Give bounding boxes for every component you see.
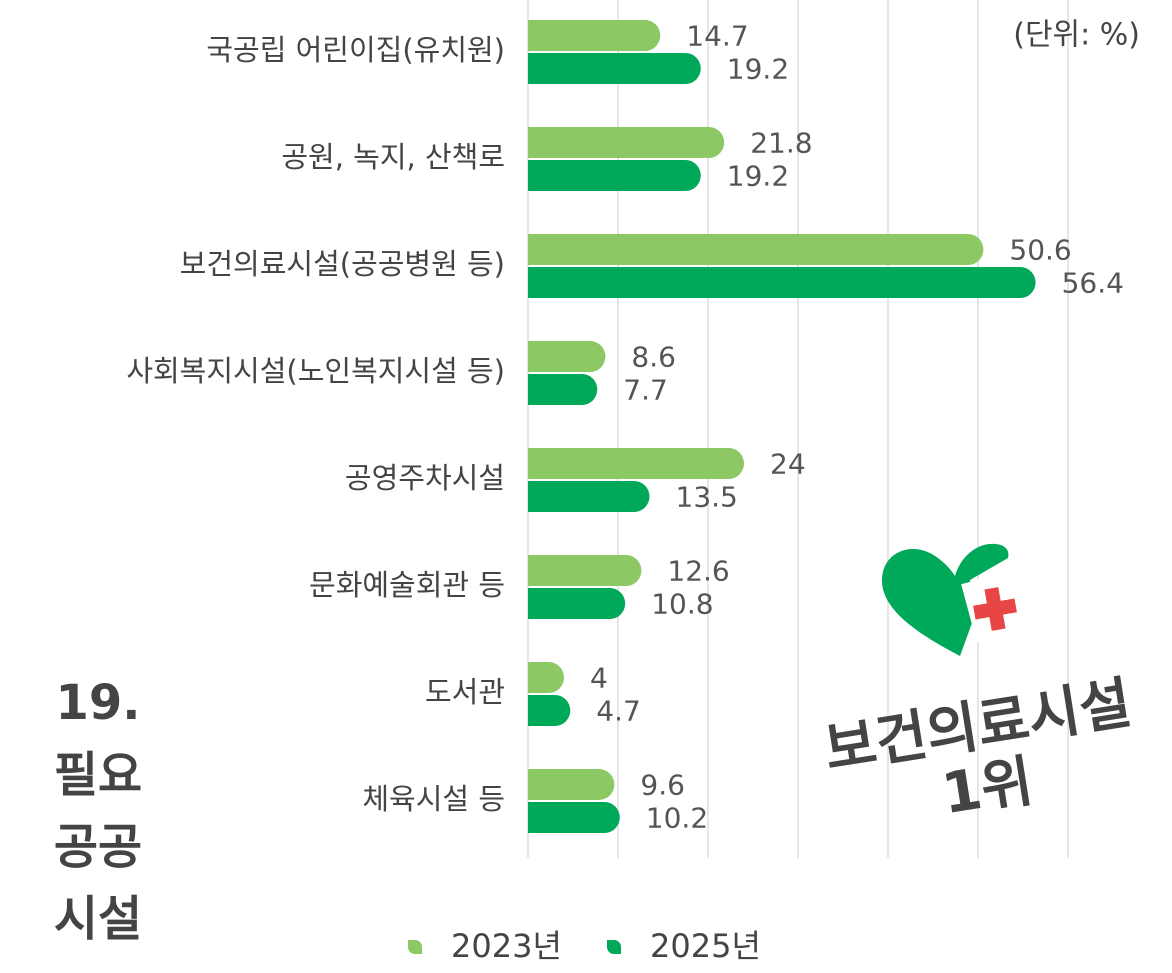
category-label: 사회복지시설(노인복지시설 등) <box>126 354 505 388</box>
legend-marker <box>607 940 621 954</box>
bar <box>528 661 564 693</box>
bar <box>528 448 744 479</box>
chart-title: 공공 <box>54 819 142 875</box>
bar <box>528 374 598 405</box>
legend-marker <box>408 940 422 954</box>
value-label: 12.6 <box>667 555 729 588</box>
category-label: 공영주차시설 <box>345 461 505 495</box>
unit-label: (단위: %) <box>1013 18 1140 53</box>
value-label: 19.2 <box>727 53 789 86</box>
legend-label: 2025년 <box>650 927 761 965</box>
value-label: 50.6 <box>1009 234 1071 267</box>
value-label: 4.7 <box>596 695 641 728</box>
value-label: 7.7 <box>623 374 668 407</box>
bar <box>528 481 650 512</box>
annotation-text: 1위 <box>938 749 1038 827</box>
bar <box>528 802 620 833</box>
bar <box>528 769 615 800</box>
value-label: 56.4 <box>1062 267 1124 300</box>
bar <box>528 341 606 372</box>
value-label: 24 <box>770 448 806 481</box>
bar <box>528 694 571 726</box>
value-label: 14.7 <box>686 20 748 53</box>
category-label: 보건의료시설(공공병원 등) <box>180 247 505 281</box>
category-label: 국공립 어린이집(유치원) <box>206 33 505 67</box>
value-label: 13.5 <box>676 481 738 514</box>
bar <box>528 53 701 84</box>
chart-title: 필요 <box>54 747 142 803</box>
category-label: 체육시설 등 <box>362 782 505 816</box>
bar <box>528 20 661 51</box>
value-label: 9.6 <box>640 769 685 802</box>
value-label: 19.2 <box>727 160 789 193</box>
value-label: 21.8 <box>750 127 812 160</box>
category-label: 문화예술회관 등 <box>309 568 505 602</box>
category-label: 공원, 녹지, 산책로 <box>281 140 505 174</box>
bar <box>528 267 1036 298</box>
value-label: 8.6 <box>631 341 676 374</box>
chart-title: 19. <box>55 675 140 731</box>
bar <box>528 588 626 619</box>
bar <box>528 234 984 265</box>
legend-label: 2023년 <box>451 927 562 965</box>
value-label: 4 <box>590 662 608 695</box>
value-label: 10.8 <box>651 588 713 621</box>
bar <box>528 160 701 191</box>
chart-title: 시설 <box>54 891 142 947</box>
bar <box>528 127 725 158</box>
category-label: 도서관 <box>425 675 505 709</box>
heart-icon <box>881 543 1031 656</box>
value-label: 10.2 <box>646 802 708 835</box>
bar <box>528 555 642 586</box>
